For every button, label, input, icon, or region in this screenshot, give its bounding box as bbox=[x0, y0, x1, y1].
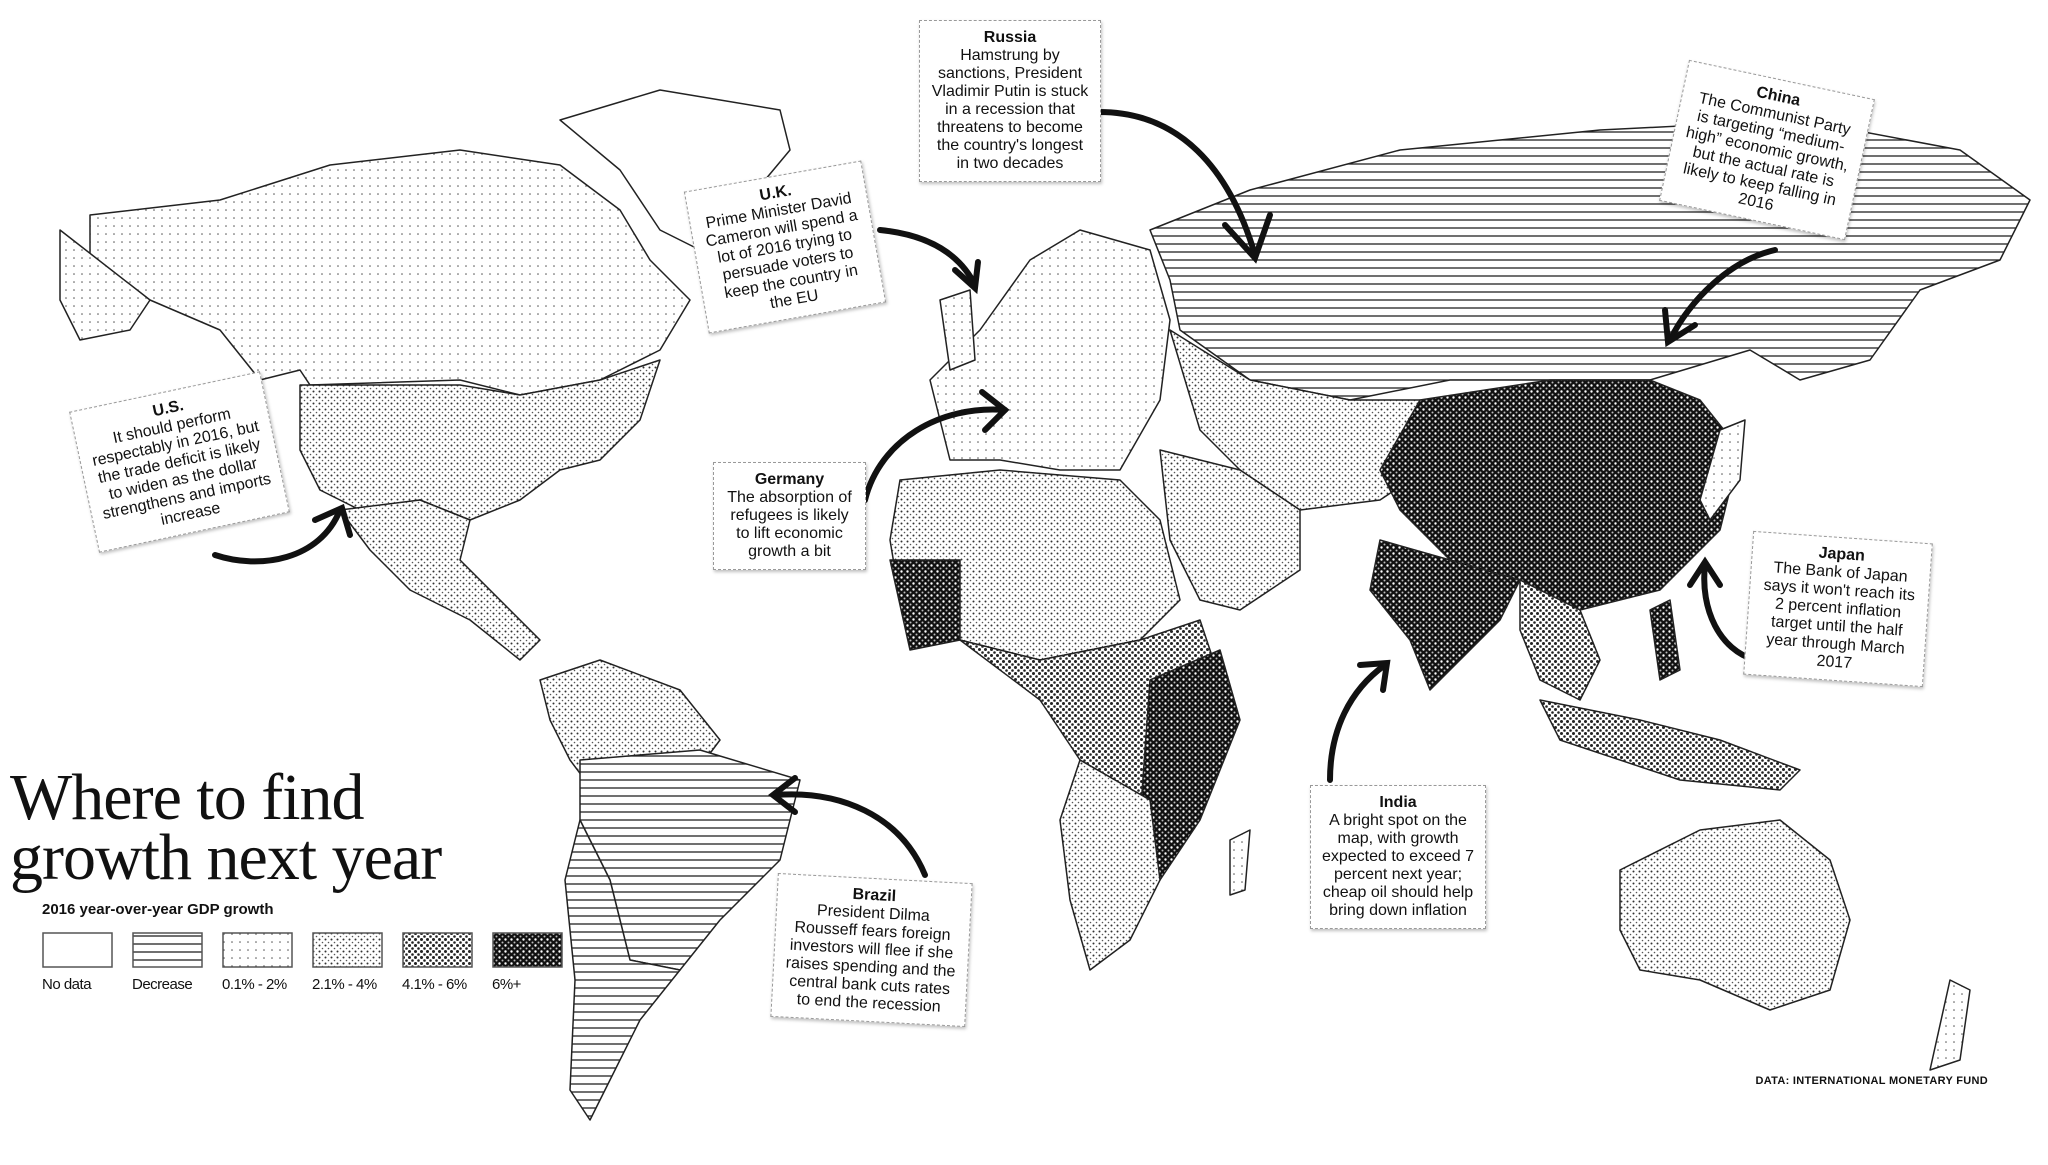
legend-label: 2.1% - 4% bbox=[312, 976, 377, 993]
region-southern-africa bbox=[1059, 759, 1161, 971]
legend-item-no-data: No data bbox=[42, 932, 113, 993]
region-alaska bbox=[59, 229, 151, 341]
arrow-china bbox=[1667, 247, 1778, 343]
note-heading: India bbox=[1379, 794, 1417, 811]
title-line-2: growth next year bbox=[10, 821, 442, 894]
legend-swatch bbox=[222, 932, 293, 968]
region-japan bbox=[1699, 419, 1746, 521]
note-uk: U.K. Prime Minister David Cameron will s… bbox=[683, 160, 887, 334]
legend-label: 4.1% - 6% bbox=[402, 976, 467, 993]
region-uk bbox=[939, 289, 976, 371]
region-south-america-south bbox=[564, 819, 681, 1121]
legend-title: 2016 year-over-year GDP growth bbox=[42, 901, 274, 918]
arrow-brazil bbox=[772, 791, 928, 878]
region-west-africa bbox=[889, 559, 961, 651]
arrow-india bbox=[1327, 662, 1388, 783]
legend-item-2-4: 2.1% - 4% bbox=[312, 932, 383, 993]
arrow-germany bbox=[862, 406, 1008, 503]
legend-swatch bbox=[42, 932, 113, 968]
note-body: President Dilma Rousseff fears foreign i… bbox=[785, 902, 956, 1016]
legend: No data Decrease 0.1% - 2% 2.1% - 4% 4.1… bbox=[42, 932, 563, 993]
region-russia bbox=[1149, 119, 2031, 401]
arrow-china-head bbox=[1662, 307, 1698, 348]
note-russia: Russia Hamstrung by sanctions, President… bbox=[919, 20, 1101, 182]
region-southeast-asia bbox=[1519, 579, 1601, 701]
legend-swatch bbox=[492, 932, 563, 968]
region-india bbox=[1369, 539, 1521, 691]
region-canada bbox=[89, 149, 691, 396]
data-source: DATA: INTERNATIONAL MONETARY FUND bbox=[1755, 1075, 1988, 1087]
arrow-india-head bbox=[1357, 659, 1391, 693]
region-indonesia bbox=[1539, 699, 1801, 791]
region-mexico bbox=[339, 499, 541, 661]
arrow-uk-head bbox=[952, 259, 981, 295]
note-body: The absorption of refugees is likely to … bbox=[727, 489, 852, 560]
arrow-russia bbox=[1092, 108, 1258, 258]
arrow-uk bbox=[877, 227, 978, 288]
legend-item-decrease: Decrease bbox=[132, 932, 203, 993]
region-new-zealand bbox=[1929, 979, 1971, 1071]
legend-item-4-6: 4.1% - 6% bbox=[402, 932, 473, 993]
legend-item-0-2: 0.1% - 2% bbox=[222, 932, 293, 993]
note-brazil: Brazil President Dilma Rousseff fears fo… bbox=[770, 872, 973, 1028]
legend-swatch bbox=[132, 932, 203, 968]
arrow-japan-head bbox=[1687, 556, 1723, 588]
note-india: India A bright spot on the map, with gro… bbox=[1310, 785, 1486, 929]
legend-label: No data bbox=[42, 976, 92, 993]
note-body: A bright spot on the map, with growth ex… bbox=[1321, 812, 1475, 919]
legend-item-6-plus: 6%+ bbox=[492, 932, 563, 993]
region-usa bbox=[299, 359, 661, 521]
arrow-brazil-head bbox=[768, 775, 798, 815]
arrow-germany-head bbox=[979, 389, 1010, 433]
title-line-1: Where to find bbox=[10, 761, 365, 834]
region-philippines bbox=[1649, 599, 1681, 681]
arrow-us-head bbox=[312, 503, 353, 538]
legend-swatch bbox=[402, 932, 473, 968]
legend-label: 0.1% - 2% bbox=[222, 976, 287, 993]
note-body: Hamstrung by sanctions, President Vladim… bbox=[931, 47, 1089, 172]
note-japan: Japan The Bank of Japan says it won't re… bbox=[1743, 530, 1933, 688]
map-title: Where to find growth next year bbox=[10, 761, 442, 894]
arrow-us bbox=[212, 507, 343, 565]
legend-label: Decrease bbox=[132, 976, 193, 993]
note-body: The Bank of Japan says it won't reach it… bbox=[1763, 559, 1916, 673]
arrow-russia-head bbox=[1222, 212, 1273, 264]
legend-label: 6%+ bbox=[492, 976, 521, 993]
region-australia bbox=[1619, 819, 1851, 1011]
note-germany: Germany The absorption of refugees is li… bbox=[713, 462, 866, 570]
note-heading: Russia bbox=[983, 29, 1037, 46]
region-madagascar bbox=[1229, 829, 1251, 896]
legend-swatch bbox=[312, 932, 383, 968]
region-middle-east bbox=[1159, 449, 1301, 611]
region-china bbox=[1379, 379, 1741, 611]
note-heading: Germany bbox=[754, 471, 825, 488]
